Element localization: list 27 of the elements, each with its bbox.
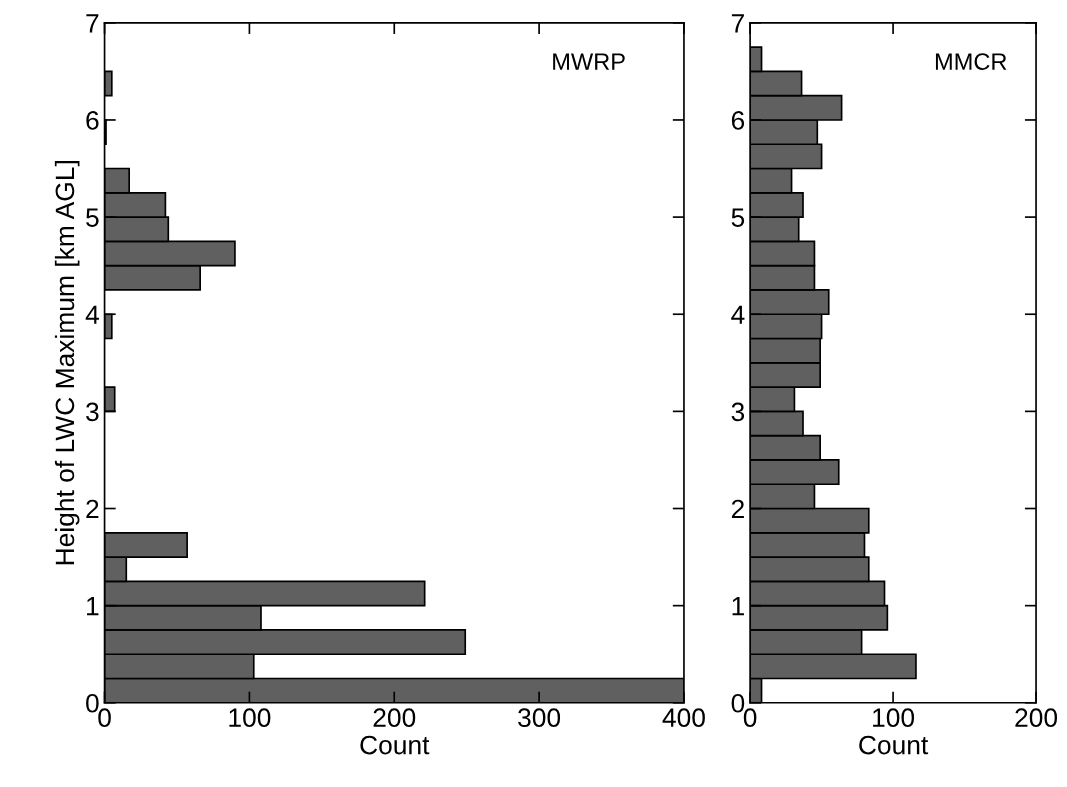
x-tick-label: 100: [229, 708, 271, 728]
y-tick-label: 6: [86, 111, 99, 130]
y-tick-label: 2: [731, 499, 744, 519]
y-tick-label: 5: [731, 208, 745, 227]
y-tick-label: 1: [87, 597, 99, 616]
y-tick-label: 3: [86, 402, 99, 422]
y-tick-label: 3: [731, 402, 745, 422]
y-axis-title: Height of LWC Maximum [km AGL]: [54, 161, 80, 565]
x-tick-label: 300: [518, 708, 561, 728]
y-tick-label: 1: [732, 597, 744, 616]
y-tick-label: 7: [731, 14, 744, 33]
x-tick-label: 200: [373, 708, 416, 728]
x-tick-label: 400: [662, 708, 705, 728]
y-tick-label: 2: [86, 499, 99, 519]
y-tick-label: 4: [85, 305, 99, 324]
y-tick-label: 4: [731, 305, 745, 324]
y-tick-label: 6: [731, 111, 745, 130]
x-axis-title: Count: [360, 735, 430, 755]
x-axis-title: Count: [859, 735, 929, 755]
y-tick-label: 7: [86, 14, 99, 33]
y-tick-label: 0: [731, 693, 745, 713]
x-tick-label: 100: [873, 708, 915, 728]
annotation: MMCR: [935, 53, 1007, 70]
x-tick-label: 200: [1015, 708, 1058, 728]
y-tick-label: 0: [86, 693, 99, 713]
y-tick-label: 5: [86, 208, 99, 227]
annotation: MWRP: [553, 53, 625, 70]
